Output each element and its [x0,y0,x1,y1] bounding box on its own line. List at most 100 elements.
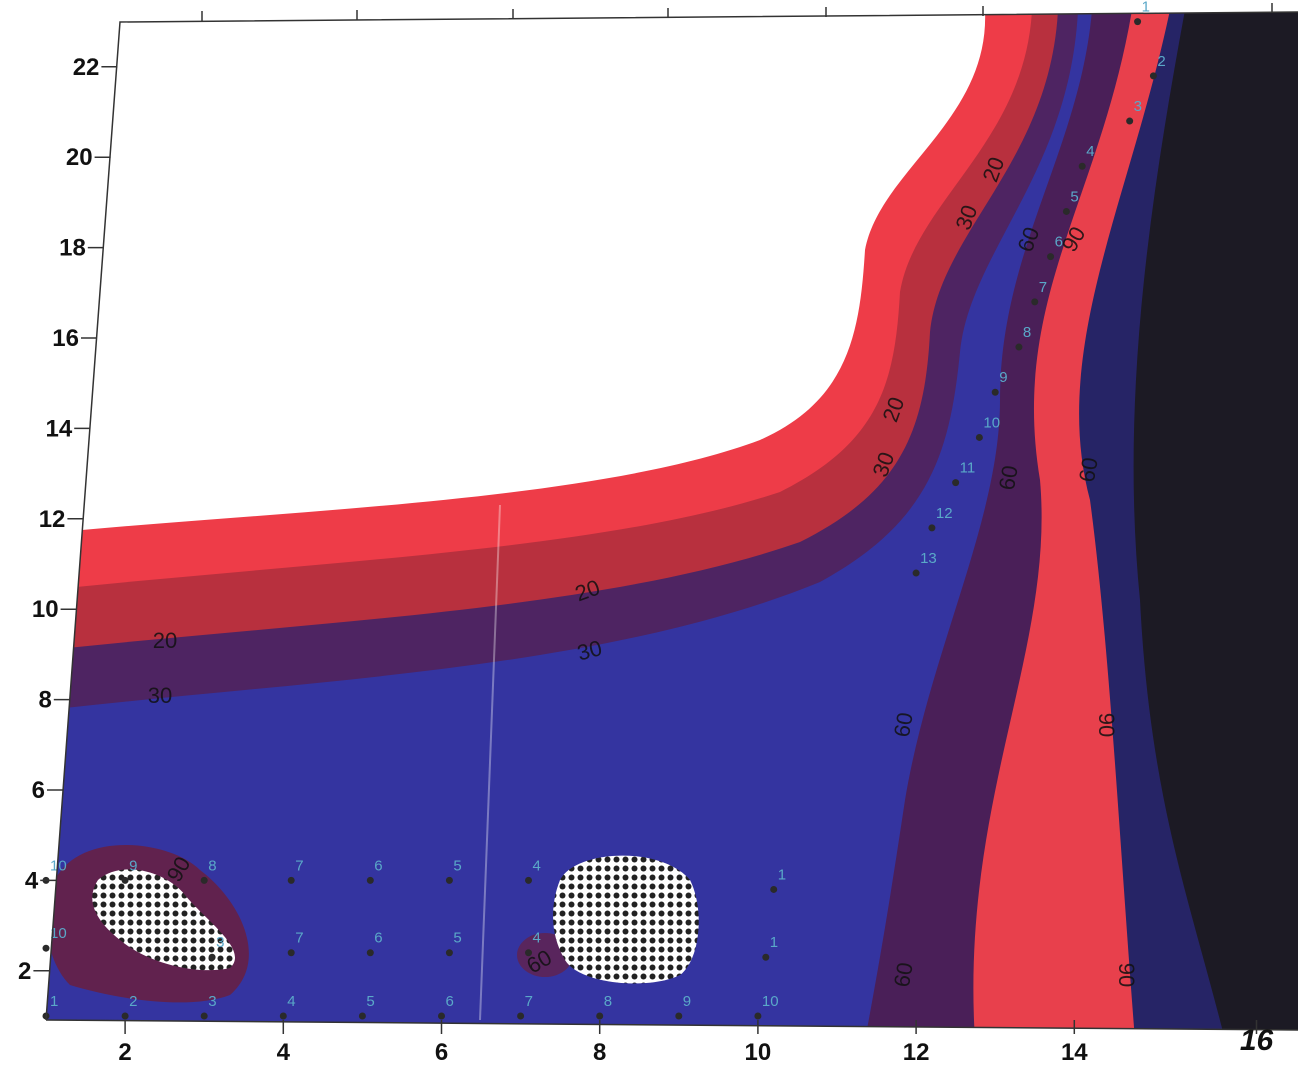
station [287,949,295,957]
station [525,876,533,884]
y-tick-label: 6 [32,777,45,804]
station-label: 6 [374,930,382,947]
station [438,1012,445,1020]
station [1149,72,1157,80]
y-tick-label: 22 [73,54,100,81]
station [200,876,208,884]
station [1134,18,1142,26]
station [1078,162,1086,170]
station-label: 3 [1134,98,1142,115]
station-label: 10 [50,925,67,942]
station-label: 10 [50,857,67,874]
axis-frame [45,11,1298,1021]
y-tick-label: 10 [32,596,59,623]
station [279,1012,287,1020]
x-tick-label: 16 [1240,1024,1274,1057]
station [517,1012,525,1020]
x-tick-label: 6 [435,1039,448,1066]
x-tick-label: 4 [277,1039,291,1066]
station [1015,343,1023,351]
station-label: 7 [1039,279,1047,296]
station-label: 4 [533,857,541,874]
hatched-area [92,869,236,971]
contour-label: 20 [153,628,177,653]
station-label: 6 [446,993,454,1010]
station-label: 1 [770,934,778,951]
station [975,433,983,441]
station-label: 7 [295,857,303,874]
station-label: 1 [1142,0,1150,16]
station-label: 8 [1023,324,1031,341]
x-tick-label: 10 [745,1039,772,1066]
y-tick-label: 14 [45,415,72,442]
station [42,944,50,952]
y-tick-label: 20 [66,144,93,171]
contour-label: 60 [1074,455,1103,483]
station [952,479,960,487]
band [82,12,986,530]
axis-frame [45,1019,1298,1031]
station-label: 7 [525,993,533,1010]
y-tick-label: 16 [52,325,79,352]
station [1031,298,1039,306]
station-label: 6 [374,857,382,874]
contour-label: 60 [994,463,1023,491]
station-label: 3 [216,934,224,951]
contour-label: 90 [1114,963,1139,987]
contour-label: 90 [1094,713,1119,737]
station-label: 4 [533,930,541,947]
station [991,388,999,396]
station [1047,253,1055,261]
station-label: 6 [1055,234,1063,251]
station [287,876,295,884]
station [762,953,770,961]
station-label: 11 [960,460,976,477]
hatched-area [553,855,699,984]
x-tick-label: 8 [593,1039,606,1066]
station [445,949,453,957]
contour-label: 60 [889,710,918,738]
station-label: 9 [683,993,691,1010]
station-label: 8 [604,993,612,1010]
station [1126,117,1134,125]
station-label: 9 [999,369,1007,386]
station-label: 2 [129,993,137,1010]
station [754,1012,762,1020]
contour-label: 60 [889,960,918,988]
station [366,949,374,957]
station [445,876,453,884]
station-label: 7 [295,930,303,947]
station-label: 5 [453,857,461,874]
station [1062,207,1070,215]
y-tick-label: 12 [39,506,66,533]
station [770,885,778,893]
fold [479,504,501,1021]
station [121,876,129,884]
station [366,876,374,884]
station [912,569,920,577]
station-label: 5 [366,993,374,1010]
station [208,953,216,961]
station [200,1012,208,1020]
y-tick-label: 18 [59,235,86,262]
station [121,1012,129,1020]
station-label: 2 [1157,53,1165,70]
contour-label: 30 [148,683,172,708]
station-label: 5 [1070,188,1078,205]
station [358,1012,366,1020]
station [525,949,533,957]
station-label: 1 [50,993,58,1010]
station-label: 5 [453,930,461,947]
x-tick-label: 2 [118,1039,131,1066]
x-tick-label: 12 [903,1039,930,1066]
station-label: 12 [936,505,953,522]
x-tick-label: 14 [1061,1039,1088,1066]
station-label: 1 [778,866,786,883]
station-label: 3 [208,993,216,1010]
station-label: 13 [920,550,937,567]
station-label: 9 [129,857,137,874]
station-label: 4 [287,993,295,1010]
